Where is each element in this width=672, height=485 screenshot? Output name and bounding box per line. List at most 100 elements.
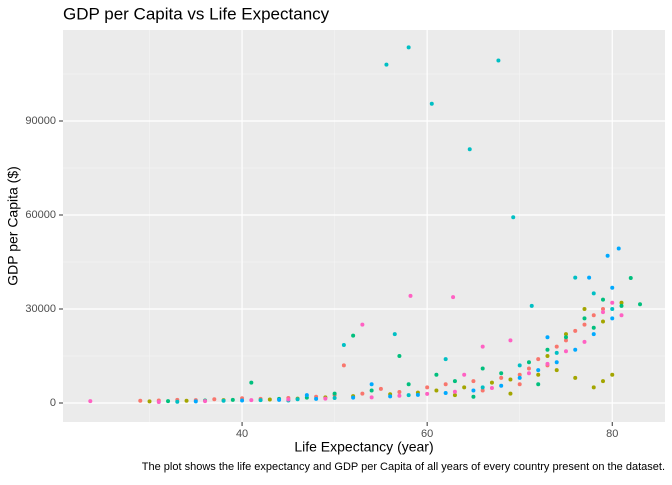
point (610, 285, 615, 290)
point (467, 147, 472, 152)
point (408, 293, 413, 298)
point (369, 388, 374, 393)
point (517, 382, 522, 387)
point (323, 396, 328, 401)
point (536, 372, 541, 377)
point (351, 333, 356, 338)
point (212, 397, 217, 402)
point (526, 360, 531, 365)
point (415, 392, 420, 397)
point (480, 385, 485, 390)
point (443, 357, 448, 362)
point (471, 394, 476, 399)
point (314, 396, 319, 401)
point (563, 335, 568, 340)
point (536, 382, 541, 387)
point (384, 62, 389, 67)
point (496, 58, 501, 63)
point (258, 398, 263, 403)
point (563, 332, 568, 337)
point (397, 353, 402, 358)
point (545, 347, 550, 352)
point (397, 393, 402, 398)
point (295, 397, 300, 402)
point (554, 350, 559, 355)
point (230, 397, 235, 402)
point (499, 383, 504, 388)
point (304, 393, 309, 398)
x-axis-label: Life Expectancy (year) (294, 439, 433, 455)
point (582, 322, 587, 327)
point (221, 398, 226, 403)
point (392, 332, 397, 337)
point (563, 338, 568, 343)
point (406, 382, 411, 387)
point (480, 366, 485, 371)
point (452, 379, 457, 384)
point (610, 307, 615, 312)
point (341, 363, 346, 368)
point (471, 388, 476, 393)
point (443, 390, 448, 395)
point (591, 325, 596, 330)
point (511, 215, 516, 220)
point (434, 372, 439, 377)
point (397, 390, 402, 395)
point (480, 344, 485, 349)
point (508, 377, 513, 382)
point (249, 398, 254, 403)
point (616, 246, 621, 251)
point (388, 394, 393, 399)
point (406, 393, 411, 398)
point (249, 380, 254, 385)
point (573, 375, 578, 380)
point (526, 371, 531, 376)
point (425, 385, 430, 390)
point (554, 360, 559, 365)
point (554, 344, 559, 349)
point (166, 399, 171, 404)
point (573, 347, 578, 352)
point (582, 307, 587, 312)
y-tick-label: 30000 (25, 303, 56, 315)
point (591, 385, 596, 390)
point (600, 307, 605, 312)
y-tick-label: 0 (50, 397, 56, 409)
point (193, 399, 198, 404)
point (425, 391, 430, 396)
point (480, 388, 485, 393)
point (184, 398, 189, 403)
point (619, 313, 624, 318)
point (156, 400, 161, 405)
point (471, 379, 476, 384)
x-tick-label: 40 (236, 428, 248, 440)
point (499, 375, 504, 380)
chart-title: GDP per Capita vs Life Expectancy (63, 4, 330, 23)
point (462, 372, 467, 377)
point (360, 322, 365, 327)
point (489, 385, 494, 390)
point (434, 388, 439, 393)
point (600, 310, 605, 315)
y-tick-label: 90000 (25, 115, 56, 127)
point (369, 395, 374, 400)
point (536, 368, 541, 373)
point (451, 295, 456, 300)
point (277, 397, 282, 402)
point (619, 303, 624, 308)
point (508, 338, 513, 343)
point (240, 398, 245, 403)
point (587, 275, 592, 280)
point (563, 349, 568, 354)
point (147, 399, 152, 404)
point (582, 316, 587, 321)
y-axis-label: GDP per Capita ($) (5, 166, 21, 286)
point (545, 353, 550, 358)
panel (63, 30, 665, 422)
point (508, 391, 513, 396)
point (517, 363, 522, 368)
point (591, 291, 596, 296)
point (175, 399, 180, 404)
point (605, 253, 610, 258)
